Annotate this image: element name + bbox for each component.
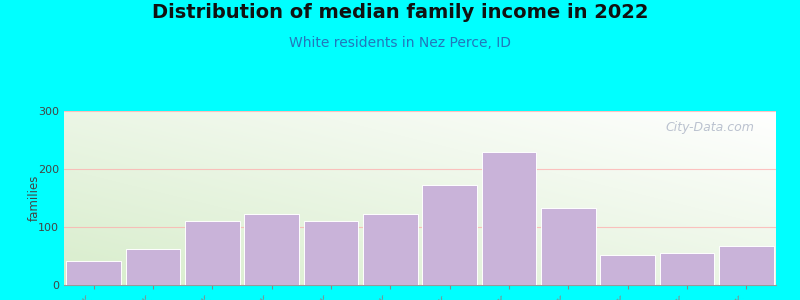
Bar	[126, 249, 180, 285]
Y-axis label: families: families	[27, 175, 40, 221]
Bar	[660, 253, 714, 285]
Bar	[482, 152, 536, 285]
Text: White residents in Nez Perce, ID: White residents in Nez Perce, ID	[289, 36, 511, 50]
Bar	[185, 221, 240, 285]
Bar	[541, 208, 596, 285]
Bar	[363, 214, 418, 285]
Bar	[600, 255, 655, 285]
Text: City-Data.com: City-Data.com	[666, 122, 754, 134]
Bar	[304, 221, 358, 285]
Bar	[422, 185, 477, 285]
Bar	[719, 246, 774, 285]
Text: Distribution of median family income in 2022: Distribution of median family income in …	[152, 3, 648, 22]
Bar	[244, 214, 299, 285]
Bar	[66, 261, 121, 285]
